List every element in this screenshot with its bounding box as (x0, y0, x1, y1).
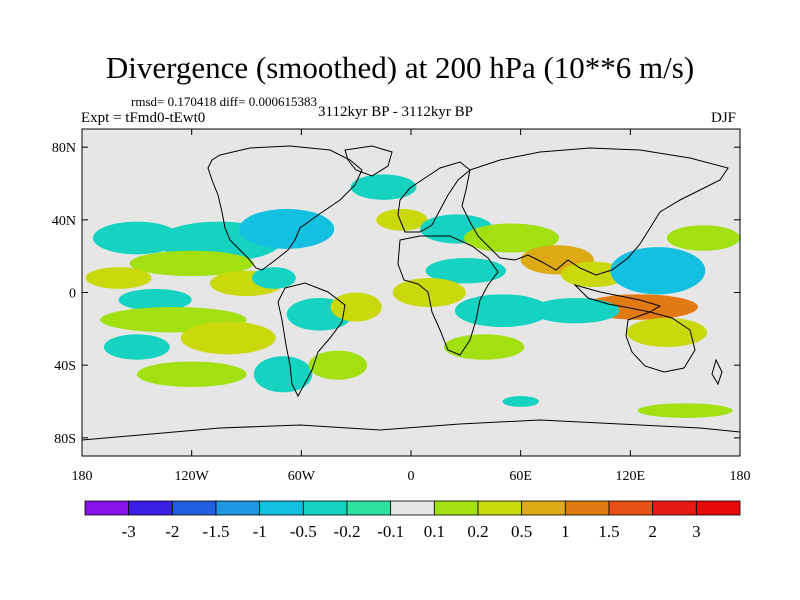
divergence-region-21 (392, 277, 466, 308)
y-tick-label-4: 80S (54, 432, 76, 447)
coastline-new-zealand (711, 358, 723, 386)
divergence-region-5 (118, 288, 192, 311)
colorbar-swatch-6 (346, 500, 392, 516)
colorbar-swatch-8 (433, 500, 479, 516)
colorbar-label-10: 1 (561, 522, 570, 541)
divergence-region-9 (103, 334, 170, 360)
divergence-region-7 (251, 267, 296, 289)
y-tick-label-0: 80N (52, 141, 76, 156)
y-tick-label-1: 40N (52, 214, 76, 229)
coastlines (82, 145, 740, 441)
colorbar-label-3: -1 (253, 522, 267, 541)
colorbar-swatch-4 (259, 500, 304, 516)
divergence-region-32 (637, 403, 733, 418)
y-tick-label-2: 0 (69, 287, 76, 302)
x-tick-label-6: 180 (730, 469, 751, 484)
colorbar-label-5: -0.2 (334, 522, 361, 541)
colorbar-swatch-3 (215, 500, 261, 516)
axis-ticks: 180 120W 60W 0 60E 120E 180 80N 40N 0 40S 80S (52, 129, 751, 484)
coastline-australia (625, 311, 696, 373)
divergence-region-1 (239, 208, 335, 249)
x-tick-label-4: 60E (509, 469, 532, 484)
chart-title: Divergence (smoothed) at 200 hPa (10**6 … (105, 50, 695, 85)
coastline-greenland (344, 145, 393, 177)
divergence-region-4 (85, 267, 152, 289)
x-tick-label-5: 120E (616, 469, 646, 484)
colorbar-label-12: 2 (648, 522, 657, 541)
divergence-region-13 (330, 292, 382, 322)
coastline-north-america (207, 145, 363, 271)
period-label: 3112kyr BP - 3112kyr BP (318, 104, 474, 120)
rmsd-diff-stats: rmsd= 0.170418 diff= 0.000615383 (131, 94, 317, 109)
divergence-region-23 (443, 334, 525, 360)
season-label: DJF (711, 110, 737, 126)
divergence-region-30 (531, 297, 620, 324)
divergence-region-14 (253, 356, 313, 393)
colorbar-label-4: -0.5 (290, 522, 317, 541)
x-tick-label-0: 180 (72, 469, 93, 484)
divergence-field (85, 174, 740, 418)
colorbar-swatch-13 (652, 500, 697, 516)
colorbar-swatch-0 (84, 500, 130, 516)
colorbar-swatch-9 (477, 500, 523, 516)
divergence-region-29 (626, 317, 708, 347)
divergence-region-26 (610, 247, 706, 295)
colorbar-swatch-10 (521, 500, 566, 516)
colorbar: -3 -2 -1.5 -1 -0.5 -0.2 -0.1 0.1 0.2 0.5 1 1.5 2 3 (84, 500, 741, 541)
divergence-region-27 (666, 225, 740, 251)
divergence-region-10 (180, 321, 276, 355)
colorbar-label-0: -3 (122, 522, 136, 541)
colorbar-label-11: 1.5 (598, 522, 619, 541)
colorbar-swatch-5 (302, 500, 348, 516)
colorbar-swatch-7 (390, 500, 435, 516)
colorbar-swatch-14 (695, 500, 741, 516)
divergence-region-20 (425, 257, 507, 284)
colorbar-label-8: 0.2 (467, 522, 488, 541)
coastline-antarctica (82, 419, 740, 441)
divergence-region-2 (92, 221, 181, 255)
colorbar-swatch-1 (128, 500, 173, 516)
coastline-south-america (277, 282, 346, 398)
divergence-region-11 (136, 361, 247, 387)
coastline-europe (397, 161, 471, 233)
divergence-region-22 (454, 294, 550, 328)
divergence-region-31 (502, 396, 539, 407)
coastline-asia (461, 147, 729, 276)
y-tick-label-3: 40S (54, 359, 76, 374)
x-tick-label-2: 60W (288, 469, 316, 484)
coastline-indonesia (573, 284, 662, 313)
colorbar-label-2: -1.5 (203, 522, 230, 541)
divergence-region-17 (376, 208, 428, 231)
coastline-africa (397, 235, 499, 356)
colorbar-label-7: 0.1 (424, 522, 445, 541)
colorbar-swatch-2 (171, 500, 217, 516)
x-tick-label-3: 0 (408, 469, 415, 484)
colorbar-label-13: 3 (692, 522, 701, 541)
colorbar-swatch-12 (608, 500, 654, 516)
divergence-region-15 (308, 350, 368, 380)
colorbar-label-1: -2 (165, 522, 179, 541)
divergence-region-3 (129, 250, 254, 277)
x-tick-label-1: 120W (175, 469, 210, 484)
colorbar-label-6: -0.1 (377, 522, 404, 541)
experiment-label: Expt = tFmd0-tEwt0 (81, 110, 206, 126)
colorbar-label-9: 0.5 (511, 522, 532, 541)
divergence-region-16 (350, 174, 417, 200)
colorbar-swatch-11 (564, 500, 610, 516)
